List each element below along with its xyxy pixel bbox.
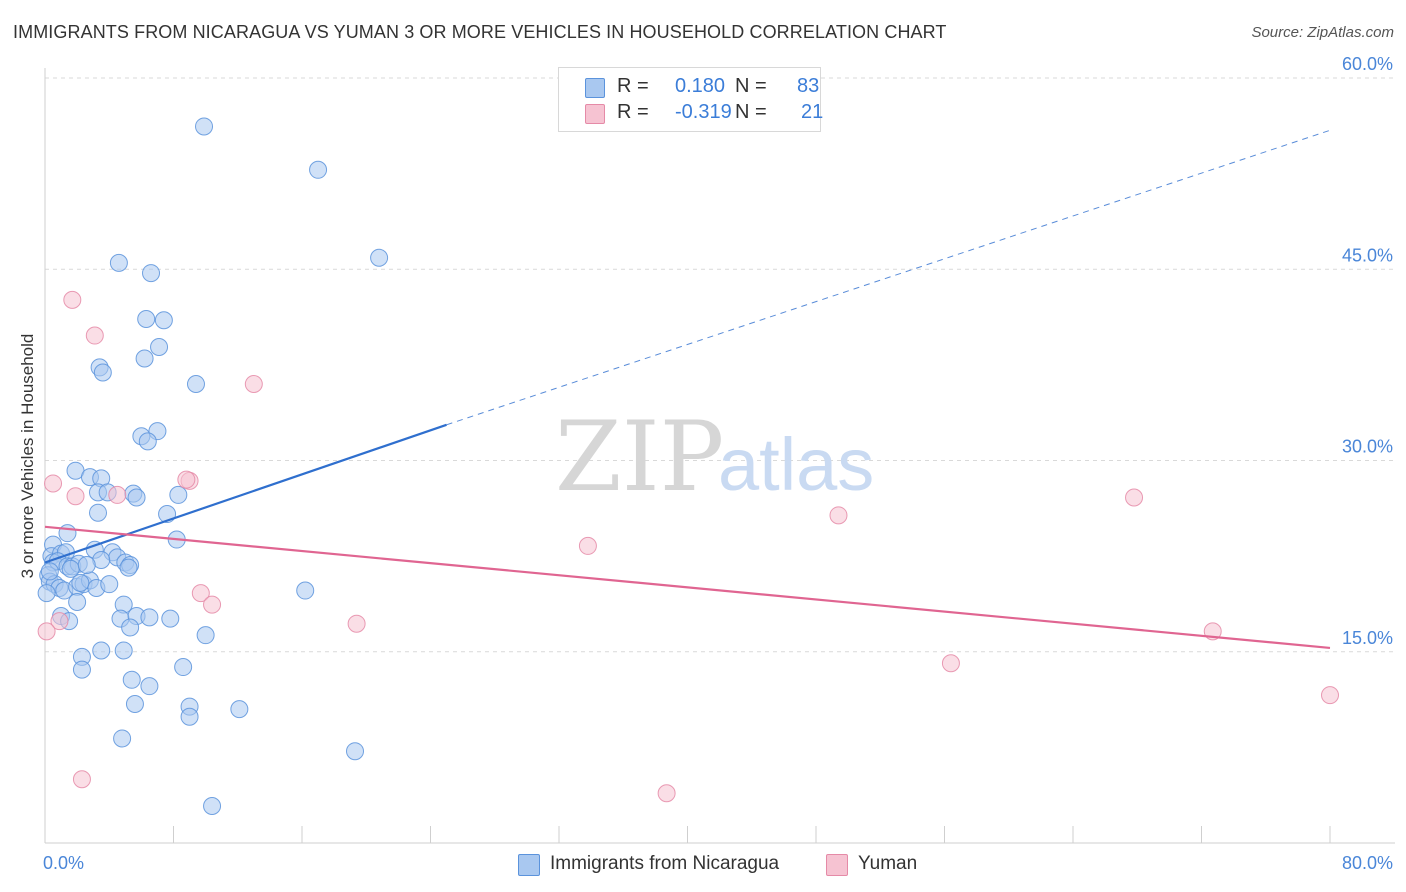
n-label: N = — [735, 101, 767, 123]
x-tick-label: 0.0% — [43, 853, 84, 873]
nicaragua-point — [195, 117, 214, 136]
nicaragua-point — [370, 248, 389, 267]
yuman-swatch-icon — [585, 104, 605, 124]
yuman-point — [203, 595, 222, 614]
chart-title: IMMIGRANTS FROM NICARAGUA VS YUMAN 3 OR … — [13, 22, 947, 42]
nicaragua-point — [114, 641, 133, 660]
r-label: R = — [617, 101, 649, 123]
yuman-trend-line — [44, 525, 1331, 650]
yuman-point — [66, 487, 85, 506]
nicaragua-trend-extension — [446, 129, 1331, 426]
nicaragua-point — [154, 311, 173, 330]
nicaragua-point — [100, 575, 119, 594]
yuman-point — [1125, 488, 1144, 507]
nicaragua-point — [138, 432, 157, 451]
nicaragua-point — [186, 375, 205, 393]
yuman-point — [1321, 686, 1339, 705]
yuman-point — [347, 614, 366, 633]
nicaragua-point — [40, 562, 59, 581]
nicaragua-point — [68, 593, 87, 612]
watermark: ZIP atlas — [555, 401, 874, 513]
nicaragua-point — [196, 626, 215, 645]
yuman-point — [177, 470, 196, 489]
nicaragua-point — [140, 677, 159, 696]
nicaragua-point — [140, 608, 159, 627]
legend-label: Immigrants from Nicaragua — [550, 853, 780, 874]
nicaragua-point — [174, 658, 193, 677]
yuman-point — [578, 536, 597, 555]
source-credit: Source: ZipAtlas.com — [1251, 24, 1394, 41]
nicaragua-point — [135, 349, 154, 368]
nicaragua-point — [161, 609, 180, 628]
nicaragua-point — [119, 558, 138, 577]
yuman-point — [50, 612, 69, 631]
correlation-stats-box: R = 0.180 N = 83 R = -0.319 N = 21 — [558, 67, 824, 132]
nicaragua-point — [89, 503, 108, 522]
r-label: R = — [617, 75, 649, 97]
nicaragua-point — [127, 488, 146, 507]
y-tick-label: 15.0% — [1342, 628, 1393, 648]
nicaragua-point — [113, 729, 132, 748]
nicaragua-point — [58, 524, 77, 543]
yuman-point — [85, 326, 104, 345]
x-tick-label: 80.0% — [1342, 853, 1393, 873]
yuman-point — [37, 622, 56, 641]
nicaragua-point — [150, 338, 169, 357]
data-points — [37, 117, 1339, 816]
nicaragua-point — [122, 670, 141, 689]
n-value: 83 — [797, 75, 820, 97]
yuman-point — [191, 584, 210, 603]
y-tick-label: 30.0% — [1342, 437, 1393, 457]
watermark-atlas: atlas — [718, 423, 874, 506]
nicaragua-point — [169, 485, 188, 504]
yuman-point — [63, 290, 82, 309]
nicaragua-point — [71, 573, 90, 592]
nicaragua-point — [92, 641, 111, 660]
y-axis-label: 3 or more Vehicles in Household — [18, 334, 37, 579]
yuman-point — [941, 654, 960, 673]
nicaragua-legend-swatch-icon — [518, 854, 540, 876]
nicaragua-swatch-icon — [585, 78, 605, 98]
legend-label: Yuman — [858, 853, 918, 874]
axes — [44, 68, 1395, 844]
nicaragua-point — [180, 707, 199, 726]
nicaragua-trend-line — [44, 423, 447, 564]
nicaragua-point — [137, 309, 156, 328]
nicaragua-point — [72, 660, 91, 679]
y-tick-label: 60.0% — [1342, 54, 1393, 74]
y-tick-label: 45.0% — [1342, 245, 1393, 265]
nicaragua-point — [109, 253, 128, 272]
n-label: N = — [735, 75, 767, 97]
nicaragua-point — [296, 581, 315, 600]
nicaragua-point — [93, 363, 112, 382]
nicaragua-point — [142, 264, 161, 283]
watermark-zip: ZIP — [555, 401, 724, 513]
yuman-legend-swatch-icon — [826, 854, 848, 876]
nicaragua-point — [125, 695, 144, 714]
trend-lines — [44, 129, 1331, 650]
nicaragua-point — [346, 742, 365, 761]
yuman-point — [108, 485, 127, 504]
yuman-point — [44, 474, 63, 493]
n-value: 21 — [801, 101, 824, 123]
nicaragua-point — [77, 556, 96, 575]
nicaragua-point — [121, 618, 140, 637]
yuman-point — [244, 375, 263, 393]
r-value: 0.180 — [675, 75, 726, 97]
nicaragua-point — [37, 584, 56, 603]
nicaragua-point — [230, 700, 249, 719]
nicaragua-point — [309, 160, 328, 179]
yuman-point — [829, 506, 848, 525]
yuman-point — [657, 784, 676, 803]
grid-lines — [45, 77, 1395, 653]
nicaragua-point — [203, 797, 222, 816]
r-value: -0.319 — [675, 101, 732, 123]
tick-labels: 15.0% 30.0% 45.0% 60.0% 0.0% 80.0% — [43, 54, 1393, 873]
yuman-point — [72, 770, 91, 789]
